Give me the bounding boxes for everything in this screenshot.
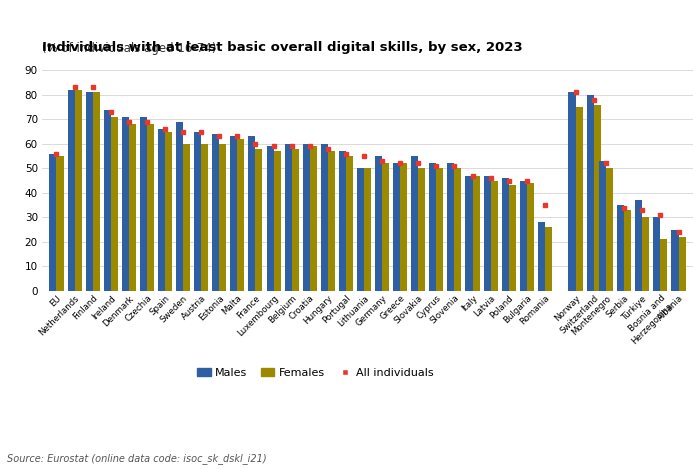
Bar <box>509 185 516 291</box>
Bar <box>624 210 631 291</box>
Bar <box>411 156 418 291</box>
Bar <box>328 151 335 291</box>
Bar <box>364 168 371 291</box>
Text: Source: Eurostat (online data code: isoc_sk_dskl_i21): Source: Eurostat (online data code: isoc… <box>7 454 267 464</box>
Bar <box>527 183 534 291</box>
Bar <box>393 163 400 291</box>
Bar <box>267 146 274 291</box>
Bar <box>57 156 64 291</box>
Bar <box>671 229 678 291</box>
Bar <box>302 144 309 291</box>
Bar <box>660 239 668 291</box>
Bar <box>436 168 443 291</box>
Bar <box>256 149 262 291</box>
Bar <box>147 124 154 291</box>
Bar <box>309 146 317 291</box>
Bar <box>491 181 498 291</box>
Bar <box>454 168 461 291</box>
Bar <box>292 149 299 291</box>
Bar <box>538 222 545 291</box>
Bar <box>473 176 480 291</box>
Bar <box>321 144 328 291</box>
Bar <box>92 92 99 291</box>
Bar <box>129 124 136 291</box>
Bar <box>617 205 624 291</box>
Bar <box>339 151 346 291</box>
Bar <box>248 136 256 291</box>
Bar <box>140 117 147 291</box>
Bar <box>502 178 509 291</box>
Bar <box>400 163 407 291</box>
Bar <box>643 217 650 291</box>
Text: Individuals with at least basic overall digital skills, by sex, 2023: Individuals with at least basic overall … <box>42 41 523 54</box>
Bar <box>285 144 292 291</box>
Bar <box>67 90 75 291</box>
Bar <box>201 144 208 291</box>
Bar <box>519 181 527 291</box>
Bar <box>375 156 382 291</box>
Bar <box>176 122 183 291</box>
Bar <box>183 144 190 291</box>
Bar <box>104 110 111 291</box>
Bar <box>466 176 472 291</box>
Bar <box>111 117 118 291</box>
Bar <box>382 163 389 291</box>
Bar <box>219 144 226 291</box>
Bar <box>447 163 454 291</box>
Bar <box>429 163 436 291</box>
Bar <box>274 151 281 291</box>
Bar <box>75 90 82 291</box>
Bar <box>653 217 660 291</box>
Bar <box>568 92 575 291</box>
Bar <box>122 117 129 291</box>
Bar <box>545 227 552 291</box>
Bar <box>85 92 92 291</box>
Bar <box>599 161 606 291</box>
Bar <box>194 132 201 291</box>
Bar <box>587 95 594 291</box>
Bar <box>158 129 165 291</box>
Bar <box>237 139 244 291</box>
Bar <box>575 107 582 291</box>
Bar <box>50 154 57 291</box>
Bar <box>636 200 643 291</box>
Bar <box>357 168 364 291</box>
Text: (% of individuals aged 16-74): (% of individuals aged 16-74) <box>42 42 216 55</box>
Bar <box>346 156 353 291</box>
Bar <box>606 168 613 291</box>
Bar <box>212 134 219 291</box>
Bar <box>230 136 237 291</box>
Bar <box>165 132 172 291</box>
Bar <box>418 168 426 291</box>
Bar <box>594 105 601 291</box>
Bar <box>678 237 685 291</box>
Bar <box>484 176 491 291</box>
Legend: Males, Females, All individuals: Males, Females, All individuals <box>193 363 438 382</box>
